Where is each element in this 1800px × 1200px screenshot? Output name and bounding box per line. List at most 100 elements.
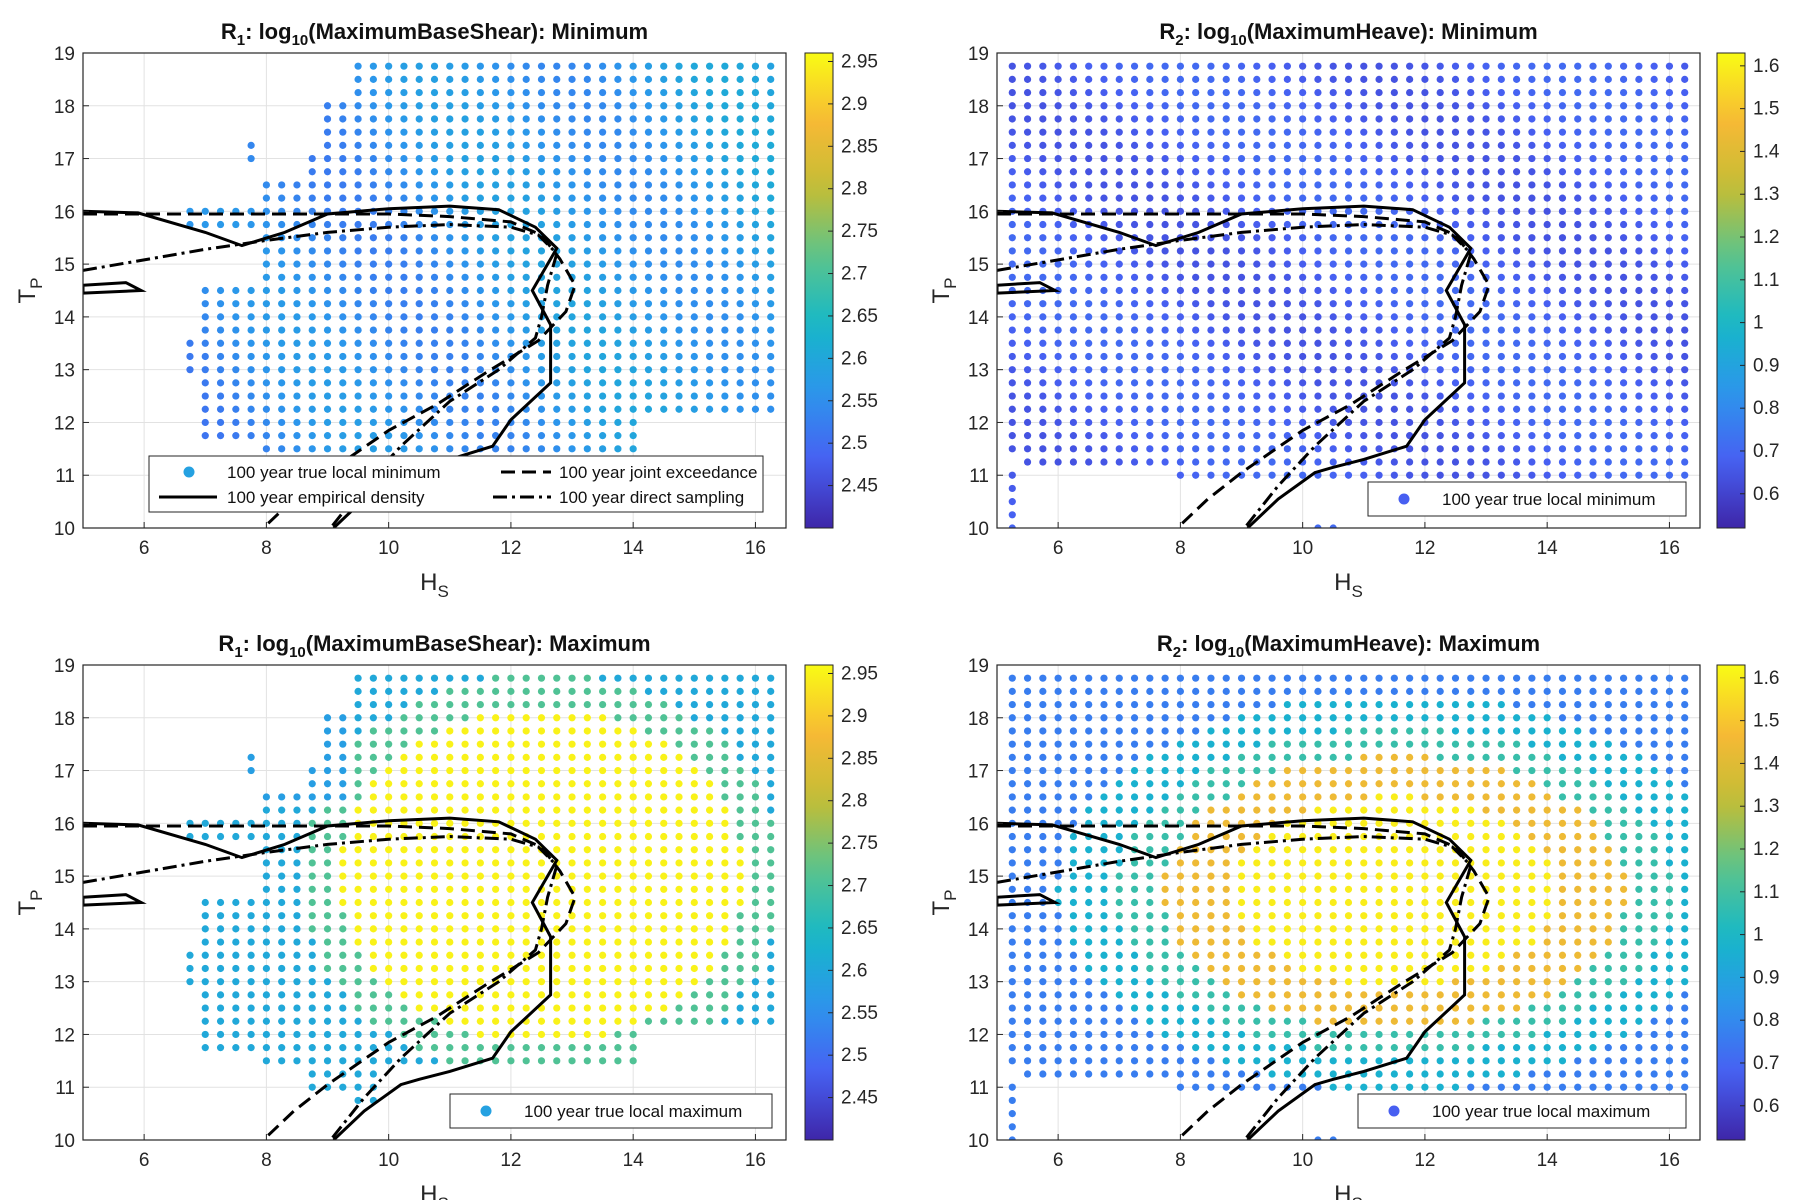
scatter-point <box>1406 1083 1414 1091</box>
scatter-point <box>1008 714 1016 722</box>
scatter-point <box>1665 141 1674 149</box>
scatter-point <box>492 273 500 281</box>
scatter-point <box>1314 714 1322 722</box>
scatter-point <box>1100 418 1108 427</box>
scatter-point <box>1436 978 1444 986</box>
scatter-point <box>1574 445 1582 453</box>
scatter-point <box>1008 1017 1016 1025</box>
scatter-point <box>1039 793 1047 801</box>
scatter-point <box>660 286 668 295</box>
scatter-point <box>1237 194 1246 202</box>
scatter-point <box>1589 352 1597 361</box>
scatter-point <box>736 194 744 202</box>
x-tick-label: 8 <box>261 538 272 559</box>
scatter-point <box>430 445 439 453</box>
scatter-point <box>1482 181 1490 189</box>
scatter-point <box>1207 392 1215 400</box>
scatter-point <box>568 1057 576 1065</box>
scatter-point <box>1161 727 1169 735</box>
scatter-point <box>1467 115 1475 123</box>
scatter-point <box>461 687 469 695</box>
scatter-point <box>675 62 683 70</box>
scatter-point <box>1008 511 1016 519</box>
scatter-point <box>1192 859 1200 867</box>
scatter-point <box>1635 141 1643 149</box>
scatter-point <box>614 405 622 413</box>
y-tick-label: 18 <box>968 97 989 118</box>
scatter-point <box>1513 220 1521 229</box>
scatter-point <box>1619 418 1628 427</box>
scatter-point <box>461 247 469 255</box>
scatter-point <box>568 405 576 413</box>
scatter-point <box>1023 405 1032 413</box>
scatter-point <box>1192 128 1200 136</box>
y-tick-label: 11 <box>969 466 989 487</box>
scatter-point <box>1299 471 1307 479</box>
scatter-point <box>1497 260 1505 268</box>
plot-marks <box>997 62 1689 528</box>
scatter-point <box>339 379 347 387</box>
scatter-point <box>1237 846 1246 854</box>
scatter-point <box>430 964 439 973</box>
scatter-point <box>1482 766 1490 775</box>
scatter-point <box>1513 207 1521 215</box>
scatter-point <box>323 339 332 347</box>
scatter-point <box>1604 286 1612 295</box>
scatter-point <box>354 740 362 748</box>
scatter-point <box>1192 62 1200 70</box>
scatter-point <box>1406 872 1414 880</box>
scatter-point <box>1222 793 1230 801</box>
scatter-point <box>1283 714 1291 722</box>
scatter-point <box>476 964 484 973</box>
scatter-point <box>415 326 423 334</box>
scatter-point <box>1146 766 1154 775</box>
scatter-point <box>1513 300 1521 308</box>
scatter-point <box>492 780 500 788</box>
scatter-point <box>492 674 500 682</box>
scatter-point <box>1589 951 1597 959</box>
scatter-point <box>1085 62 1093 70</box>
scatter-point <box>293 1057 301 1065</box>
scatter-point <box>1558 793 1567 801</box>
scatter-point <box>446 418 454 427</box>
scatter-point <box>1497 128 1505 136</box>
scatter-point <box>644 313 653 321</box>
scatter-point <box>461 168 469 176</box>
scatter-point <box>537 700 546 709</box>
scatter-point <box>1406 753 1414 761</box>
scatter-point <box>1283 1057 1291 1065</box>
scatter-point <box>262 951 270 959</box>
scatter-point <box>522 207 530 215</box>
scatter-point <box>1528 1044 1536 1052</box>
scatter-point <box>1161 674 1169 682</box>
scatter-point <box>614 168 622 176</box>
scatter-point <box>262 806 270 814</box>
colorbar-tick-label: 2.5 <box>841 1045 867 1066</box>
scatter-point <box>675 687 683 695</box>
scatter-point <box>461 75 469 83</box>
scatter-point <box>568 687 576 695</box>
scatter-point <box>1635 471 1643 479</box>
scatter-point <box>751 938 760 946</box>
scatter-point <box>1069 674 1078 682</box>
scatter-point <box>1467 445 1475 453</box>
scatter-point <box>1329 352 1337 361</box>
scatter-point <box>1574 300 1582 308</box>
scatter-point <box>751 379 760 387</box>
scatter-point <box>1314 806 1322 814</box>
scatter-point <box>751 286 760 295</box>
scatter-point <box>553 445 561 453</box>
scatter-point <box>1574 194 1582 202</box>
scatter-point <box>507 154 515 163</box>
scatter-point <box>1207 1044 1215 1052</box>
scatter-point <box>721 300 729 308</box>
scatter-point <box>1421 740 1429 748</box>
scatter-point <box>1115 207 1123 215</box>
scatter-point <box>262 247 270 255</box>
scatter-point <box>1161 978 1169 986</box>
scatter-point <box>522 379 530 387</box>
scatter-point <box>461 432 469 440</box>
scatter-point <box>1314 458 1322 466</box>
scatter-point <box>1375 168 1383 176</box>
